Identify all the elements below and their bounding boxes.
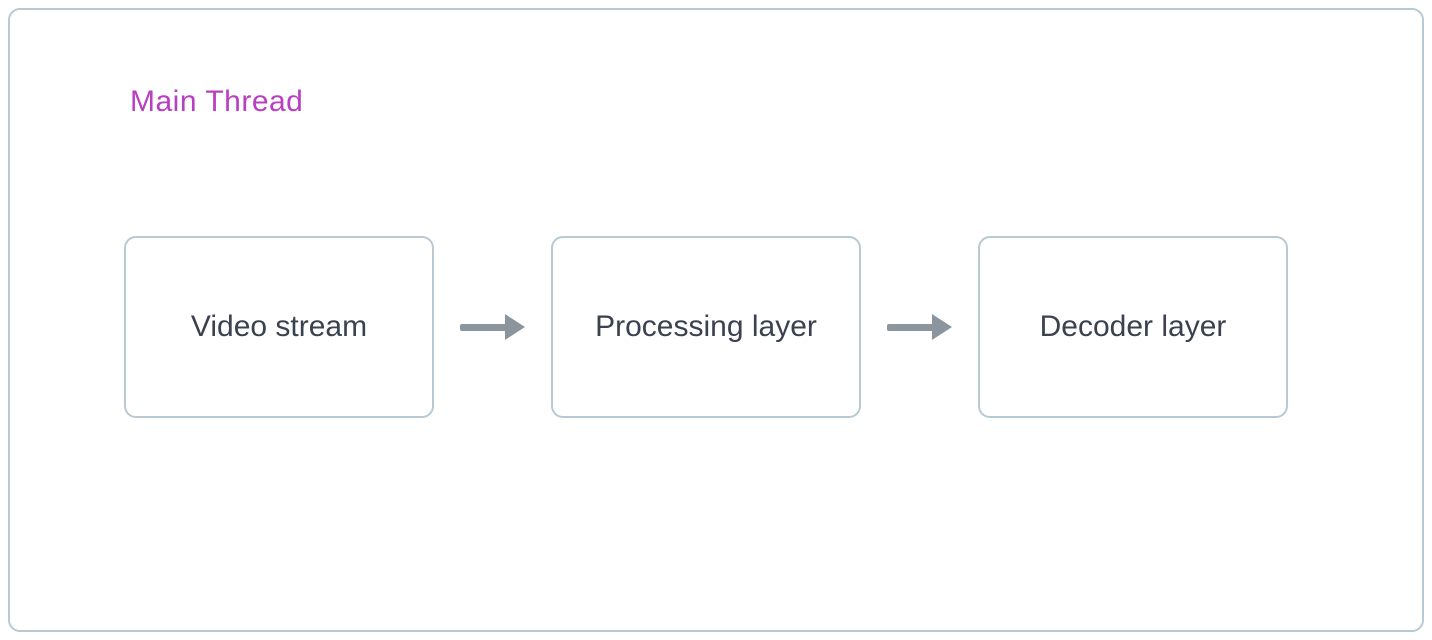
node-label: Decoder layer [1040, 310, 1227, 344]
arrow-right-icon [887, 314, 952, 340]
diagram-title: Main Thread [130, 85, 303, 119]
node-processing-layer: Processing layer [551, 236, 861, 418]
node-label: Video stream [191, 310, 367, 344]
node-label: Processing layer [595, 310, 817, 344]
node-video-stream: Video stream [124, 236, 434, 418]
arrow-1 [460, 314, 525, 340]
arrow-2 [887, 314, 952, 340]
arrow-right-icon [460, 314, 525, 340]
diagram-frame: Main Thread Video stream Processing laye… [8, 8, 1424, 632]
flow-row: Video stream Processing layer Decoder la… [124, 236, 1314, 418]
node-decoder-layer: Decoder layer [978, 236, 1288, 418]
